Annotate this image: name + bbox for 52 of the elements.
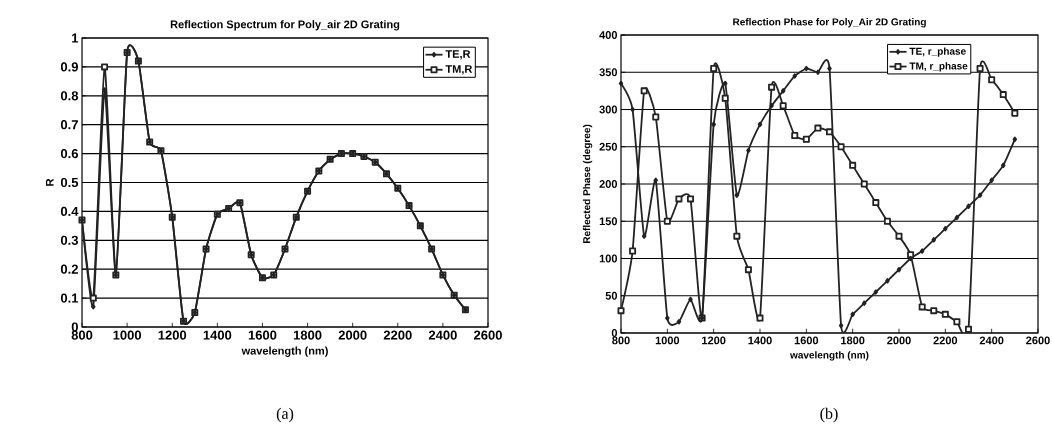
y-tick-label: 0 xyxy=(611,329,618,337)
legend-label: TM,R xyxy=(445,65,473,75)
y-tick-label: 250 xyxy=(599,142,618,151)
x-tick-label: 1000 xyxy=(655,336,680,345)
x-tick-label: 1400 xyxy=(203,330,232,340)
y-tick-label: 100 xyxy=(599,254,618,263)
x-tick-label: 1600 xyxy=(248,330,277,340)
y-tick-label: 0.4 xyxy=(60,206,79,216)
x-tick-label: 2200 xyxy=(933,336,958,345)
x-tick-label: 2600 xyxy=(1026,336,1050,345)
y-axis-title: R xyxy=(45,178,54,186)
y-tick-label: 0.2 xyxy=(60,264,78,274)
x-tick-label: 1400 xyxy=(748,336,772,345)
y-tick-label: 0.9 xyxy=(60,62,78,72)
legend-label: TE, r_phase xyxy=(909,47,966,57)
y-tick-label: 0.1 xyxy=(60,293,79,303)
x-axis-title: wavelength (nm) xyxy=(241,346,328,357)
x-tick-label: 1200 xyxy=(702,336,726,345)
y-tick-label: 0.5 xyxy=(60,177,79,188)
text: (b) xyxy=(820,407,838,423)
y-axis-title: Reflected Phase (degree) xyxy=(582,124,593,244)
x-tick-label: 1600 xyxy=(794,336,819,345)
y-tick-label: 50 xyxy=(605,291,618,300)
y-tick-label: 0.6 xyxy=(60,148,79,159)
x-tick-label: 1200 xyxy=(158,330,187,340)
x-tick-label: 1800 xyxy=(293,330,322,340)
y-tick-label: 300 xyxy=(599,105,618,114)
x-tick-label: 2600 xyxy=(474,330,502,340)
y-tick-label: 400 xyxy=(599,31,618,39)
x-tick-label: 2400 xyxy=(979,336,1004,345)
x-tick-label: 2400 xyxy=(428,330,457,340)
x-tick-label: 2000 xyxy=(887,336,911,345)
y-tick-label: 0 xyxy=(71,322,78,332)
y-tick-label: 200 xyxy=(599,180,618,188)
x-tick-label: 800 xyxy=(71,330,93,340)
chart-title: Reflection Phase for Poly_Air 2D Grating xyxy=(733,18,926,28)
text: (a) xyxy=(276,407,294,423)
y-tick-label: 0.3 xyxy=(60,235,79,245)
chart-title: Reflection Spectrum for Poly_air 2D Grating xyxy=(170,20,400,31)
y-tick-label: 350 xyxy=(599,68,618,77)
y-tick-label: 150 xyxy=(599,217,618,226)
x-tick-label: 1000 xyxy=(113,330,142,340)
x-tick-label: 800 xyxy=(612,336,630,345)
y-tick-label: 0.8 xyxy=(60,91,79,101)
x-tick-label: 1800 xyxy=(841,336,865,345)
y-tick-label: 0.7 xyxy=(60,120,78,130)
x-axis-title: wavelength (nm) xyxy=(790,351,869,361)
legend-label: TM, r_phase xyxy=(909,62,968,72)
y-tick-label: 1 xyxy=(72,33,79,43)
x-tick-label: 2000 xyxy=(338,330,367,340)
x-tick-label: 2200 xyxy=(383,330,412,340)
legend-label: TE,R xyxy=(445,50,471,60)
